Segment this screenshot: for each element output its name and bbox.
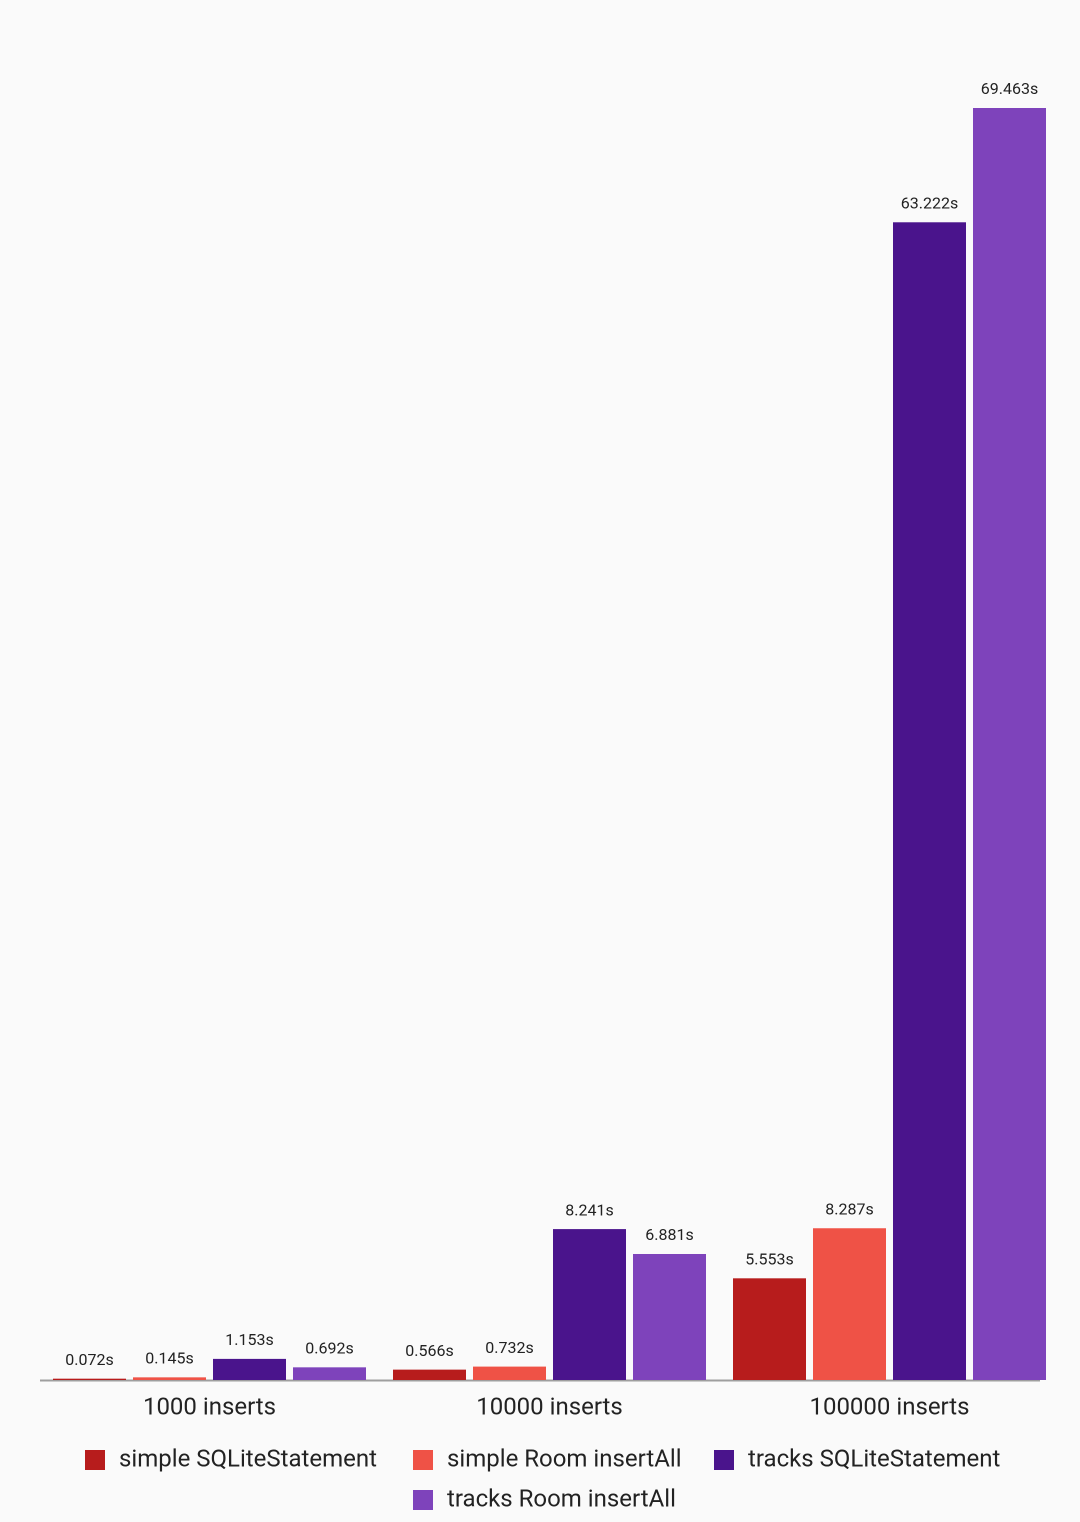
bar <box>973 108 1046 1380</box>
value-label: 8.287s <box>825 1199 873 1218</box>
bar <box>813 1228 886 1380</box>
value-label: 63.222s <box>901 194 958 213</box>
x-tick-label: 10000 inserts <box>476 1392 623 1420</box>
value-label: 1.153s <box>225 1330 273 1349</box>
value-label: 0.072s <box>65 1350 113 1369</box>
legend-label: simple Room insertAll <box>447 1444 682 1472</box>
bar <box>393 1369 466 1380</box>
bar <box>893 222 966 1380</box>
legend-label: tracks SQLiteStatement <box>748 1444 1001 1472</box>
bar <box>53 1378 126 1380</box>
value-label: 69.463s <box>981 79 1038 98</box>
value-label: 0.566s <box>405 1341 453 1360</box>
bar <box>733 1278 806 1380</box>
bar <box>553 1229 626 1380</box>
value-label: 0.692s <box>305 1339 353 1358</box>
legend-swatch <box>413 1490 433 1510</box>
bar <box>633 1253 706 1380</box>
legend-label: simple SQLiteStatement <box>119 1444 377 1472</box>
x-tick-label: 1000 inserts <box>143 1392 276 1420</box>
value-label: 5.553s <box>745 1250 793 1269</box>
value-label: 8.241s <box>565 1200 613 1219</box>
bar <box>213 1358 286 1380</box>
legend-swatch <box>413 1450 433 1470</box>
bar <box>293 1367 366 1380</box>
value-label: 6.881s <box>645 1225 693 1244</box>
bar <box>133 1377 206 1380</box>
legend-swatch <box>85 1450 105 1470</box>
x-tick-label: 100000 inserts <box>809 1392 969 1420</box>
value-label: 0.145s <box>145 1349 193 1368</box>
legend-swatch <box>714 1450 734 1470</box>
bar <box>473 1366 546 1380</box>
value-label: 0.732s <box>485 1338 533 1357</box>
legend-label: tracks Room insertAll <box>447 1484 676 1512</box>
